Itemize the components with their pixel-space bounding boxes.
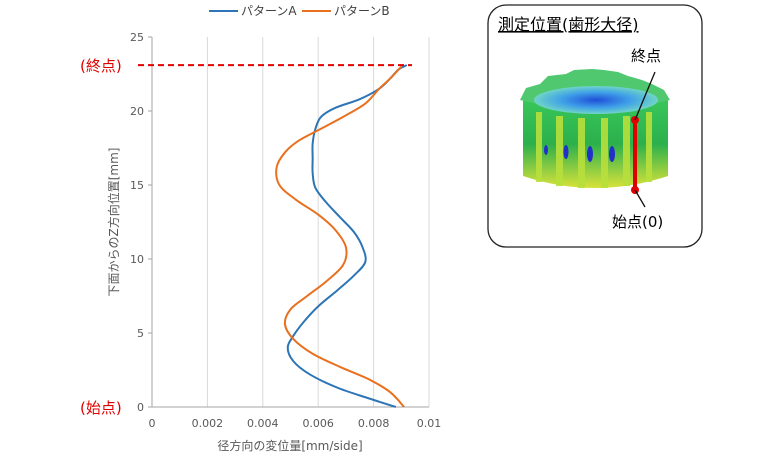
x-tick-label: 0.008 <box>358 417 390 430</box>
y-tick-label: 5 <box>137 327 144 340</box>
y-tick-label: 25 <box>130 31 144 44</box>
inset-title: 測定位置(歯形大径) <box>498 15 639 34</box>
start-point-label: (始点) <box>80 399 122 417</box>
x-tick-label: 0.01 <box>417 417 442 430</box>
gear-illustration <box>520 69 670 208</box>
plot-area: 0 0.002 0.004 0.006 0.008 0.01 0 5 10 15 20 25 <box>130 31 441 430</box>
legend-label-b: パターンB <box>334 4 390 18</box>
series-lines <box>275 64 408 408</box>
y-tick-label: 0 <box>137 401 144 414</box>
y-tick-label: 20 <box>130 105 144 118</box>
inset-start-label: 始点(0) <box>612 213 663 231</box>
y-axis-title: 下面からのZ方向位置[mm] <box>106 148 121 297</box>
x-tick-label: 0 <box>149 417 156 430</box>
x-tick-label: 0.004 <box>247 417 279 430</box>
x-tick-label: 0.006 <box>302 417 334 430</box>
grid-lines <box>151 37 430 407</box>
x-axis-title: 径方向の変位量[mm/side] <box>217 438 362 453</box>
x-tick-labels: 0 0.002 0.004 0.006 0.008 0.01 <box>149 417 442 430</box>
legend-label-a: パターンA <box>241 4 297 18</box>
y-tick-label: 15 <box>130 179 144 192</box>
series-line-a <box>286 64 408 408</box>
axes <box>151 37 429 408</box>
x-tick-label: 0.002 <box>192 417 224 430</box>
legend: パターンA パターンB <box>209 4 390 18</box>
end-point-label: (終点) <box>80 57 122 75</box>
y-tick-labels: 0 5 10 15 20 25 <box>130 31 152 414</box>
series-line-b <box>275 65 405 408</box>
inset-end-label: 終点 <box>631 47 661 65</box>
measurement-position-inset: 測定位置(歯形大径) <box>487 4 703 248</box>
y-tick-label: 10 <box>130 253 144 266</box>
